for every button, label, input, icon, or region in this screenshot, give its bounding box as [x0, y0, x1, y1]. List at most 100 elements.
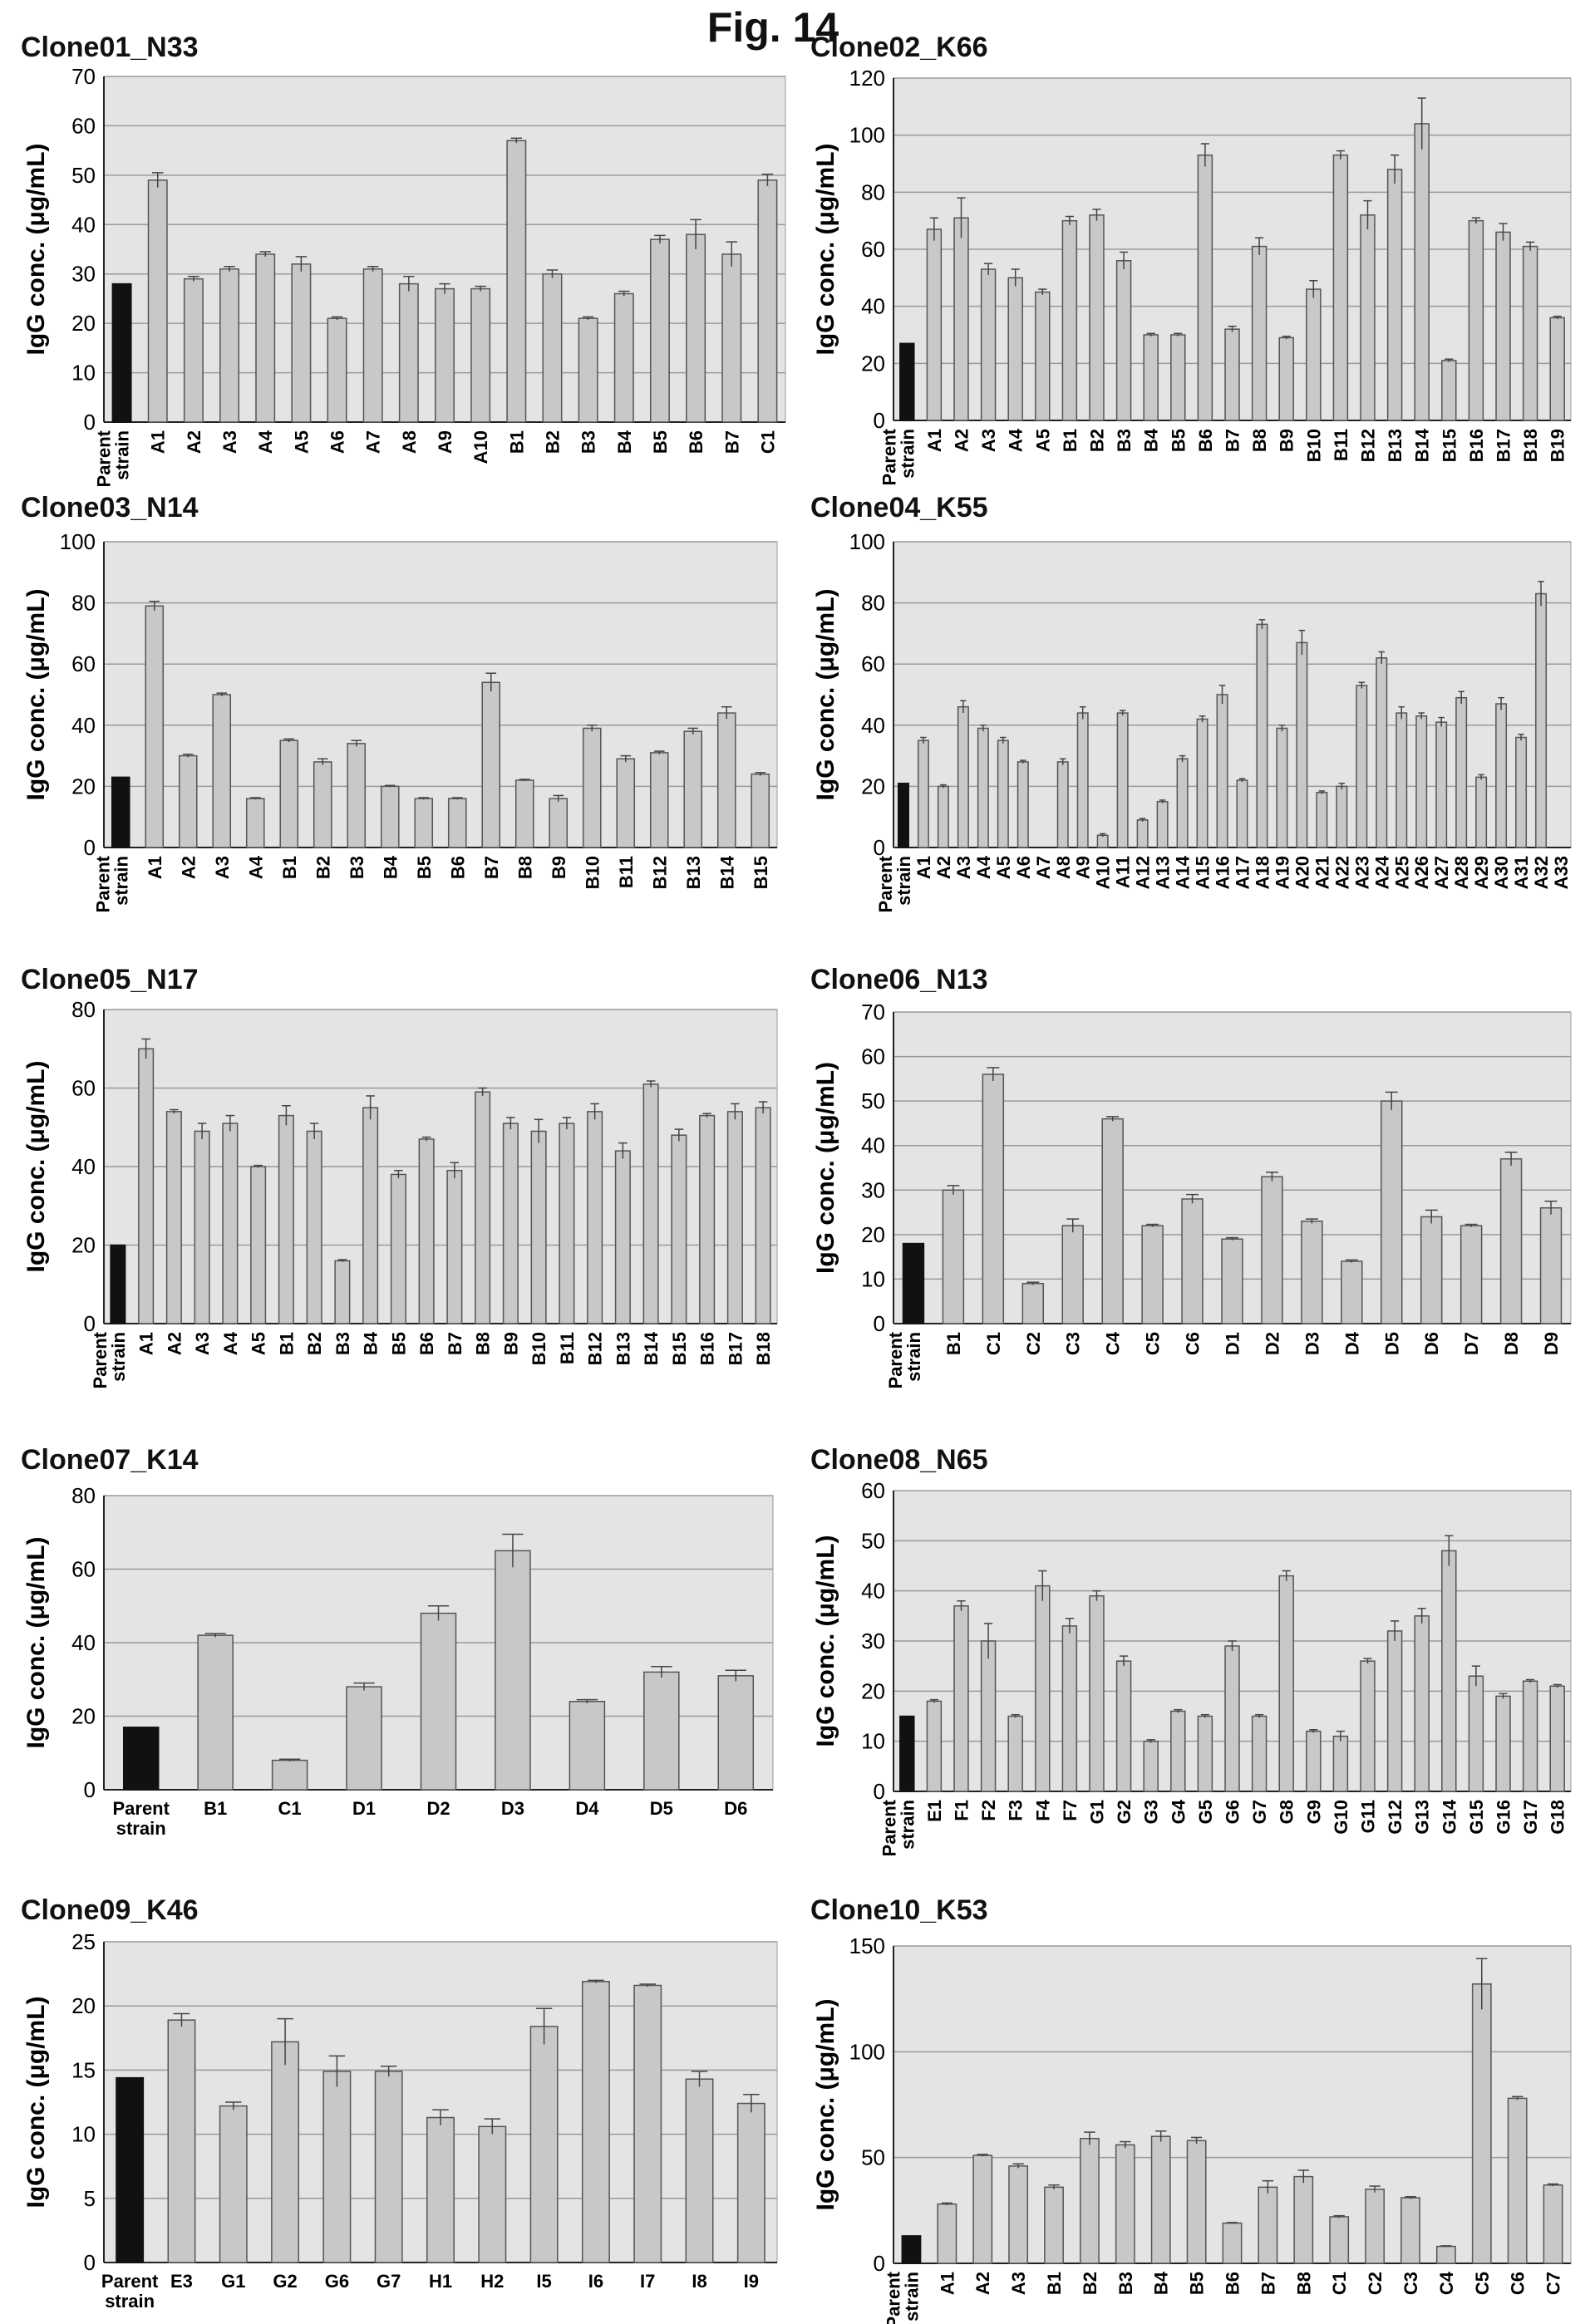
- x-tick-label: C1: [983, 1332, 1004, 1355]
- bar: [1332, 1735, 1349, 1792]
- x-tick-label: G16: [1494, 1800, 1514, 1835]
- y-tick-label: 70: [861, 1000, 885, 1024]
- bar: [1261, 1176, 1283, 1324]
- bar: [245, 798, 265, 848]
- bar: [633, 1984, 662, 2263]
- y-tick-label: 40: [71, 713, 96, 738]
- bar: [1156, 801, 1169, 848]
- bar: [446, 1169, 463, 1324]
- bar: [194, 1130, 210, 1324]
- x-tick-label: B6: [686, 430, 706, 454]
- bar: [1543, 2184, 1563, 2264]
- bar: [362, 268, 383, 423]
- x-tick-label: A1: [145, 856, 165, 879]
- x-tick-label: A1: [136, 1332, 157, 1355]
- y-tick-label: 0: [874, 835, 885, 860]
- bar-chart: 0 20 40 60 80 IgG conc. (μg/mL) Parent strain B1…: [22, 1483, 774, 1839]
- x-tick-label: G17: [1520, 1800, 1541, 1835]
- bar: [1222, 2222, 1243, 2264]
- chart-title: Clone04_K55: [810, 492, 988, 523]
- x-tick-label: B12: [649, 856, 670, 889]
- x-tick-label: A6: [1013, 856, 1034, 879]
- bar: [447, 798, 467, 848]
- y-tick-label: 0: [84, 835, 96, 860]
- y-axis-label: IgG conc. (μg/mL): [22, 1996, 50, 2208]
- bar: [279, 739, 299, 848]
- x-tick-label-line: Parent: [879, 428, 899, 485]
- y-tick-label: 40: [861, 1133, 885, 1158]
- bar: [183, 278, 204, 423]
- bar: [1197, 154, 1213, 421]
- x-tick-label: B12: [585, 1332, 606, 1365]
- y-tick-label: 40: [71, 1630, 96, 1655]
- x-tick-label-line: strain: [112, 430, 133, 480]
- x-tick-label: I7: [640, 2271, 655, 2292]
- x-tick-label: A7: [1033, 856, 1054, 879]
- bar: [1507, 2097, 1528, 2264]
- bar: [426, 2116, 455, 2263]
- y-tick-label: 40: [861, 713, 885, 738]
- x-tick-label: A7: [363, 430, 384, 454]
- y-tick-label: 20: [861, 351, 885, 376]
- bar: [643, 1671, 680, 1791]
- y-tick-label: 20: [71, 1993, 96, 2018]
- x-tick-label: D6: [724, 1798, 747, 1819]
- bar: [271, 2041, 300, 2263]
- bar: [1356, 685, 1368, 848]
- bar: [514, 779, 534, 848]
- bar: [1306, 288, 1322, 421]
- x-tick-label: Parentstrain: [883, 2271, 922, 2324]
- x-tick-label: B15: [669, 1332, 690, 1365]
- x-tick-label: B3: [347, 856, 367, 879]
- x-tick-label: A25: [1391, 856, 1412, 889]
- y-tick-label: 0: [84, 1777, 96, 1802]
- bar: [530, 1130, 547, 1324]
- bar: [1021, 1283, 1045, 1324]
- x-tick-label: A33: [1551, 856, 1572, 889]
- x-tick-label: A2: [952, 429, 972, 452]
- x-tick-label: B15: [1439, 429, 1459, 462]
- x-tick-label: A17: [1232, 856, 1253, 889]
- bar: [1522, 1680, 1538, 1792]
- x-tick-label: B8: [1249, 429, 1270, 452]
- chart-title: Clone07_K14: [21, 1444, 199, 1476]
- x-tick-label: D3: [501, 1798, 524, 1819]
- bar: [1535, 592, 1548, 848]
- bar: [334, 1260, 351, 1324]
- bar: [1296, 641, 1308, 848]
- y-tick-label: 80: [861, 179, 885, 204]
- y-tick-label: 80: [71, 997, 96, 1022]
- x-tick-label-line: Parent: [92, 855, 113, 912]
- x-tick-label: B1: [1060, 429, 1080, 452]
- x-tick-label: A10: [470, 430, 491, 464]
- bar: [581, 1981, 610, 2263]
- x-tick-label: C6: [1183, 1332, 1204, 1355]
- bar: [1386, 1630, 1403, 1792]
- x-tick-label: C3: [1063, 1332, 1084, 1355]
- x-tick-label: A10: [1093, 856, 1114, 889]
- y-axis-label: IgG conc. (μg/mL): [22, 588, 50, 800]
- x-tick-label: A22: [1331, 856, 1352, 889]
- bar: [1365, 2189, 1385, 2264]
- x-tick-label: B5: [1168, 429, 1189, 452]
- bar-parent-strain: [110, 1244, 126, 1324]
- bar: [1293, 2175, 1314, 2264]
- y-tick-label: 10: [71, 2122, 96, 2147]
- bar: [542, 273, 563, 423]
- x-tick-label: B3: [1115, 2272, 1136, 2295]
- x-tick-label: G18: [1548, 1800, 1568, 1835]
- bar: [1276, 727, 1288, 848]
- x-tick-label-line: strain: [105, 2291, 155, 2312]
- x-tick-label: D1: [1223, 1332, 1243, 1355]
- x-tick-label: B7: [1223, 429, 1243, 452]
- bar: [1061, 1225, 1084, 1324]
- x-tick-label-line: Parent: [883, 2271, 903, 2324]
- x-tick-label-line: Parent: [879, 1799, 899, 1856]
- bar: [977, 727, 989, 848]
- x-tick-label: F2: [978, 1800, 999, 1821]
- bar-parent-strain: [898, 782, 909, 848]
- x-tick-label: A2: [184, 430, 204, 454]
- bar: [1251, 245, 1268, 421]
- bar: [1080, 2137, 1100, 2264]
